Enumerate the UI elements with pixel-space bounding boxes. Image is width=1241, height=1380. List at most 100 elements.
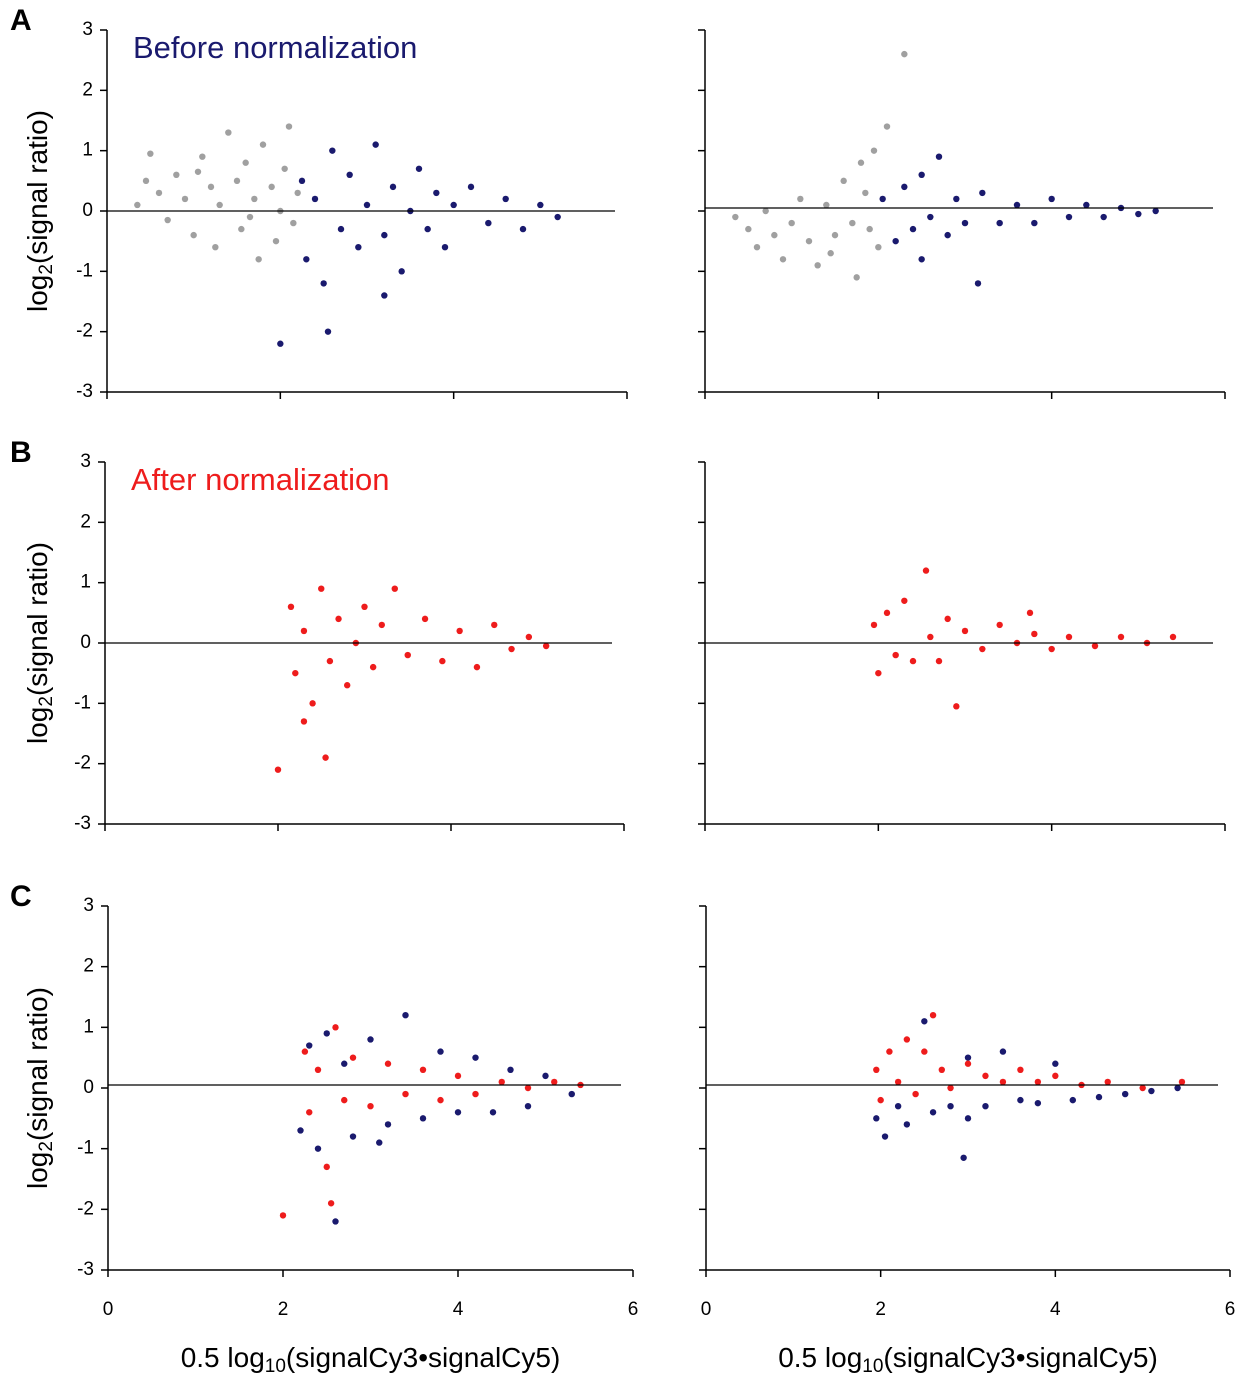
data-point bbox=[332, 1218, 339, 1225]
y-tick-label: -2 bbox=[74, 753, 91, 774]
data-point bbox=[866, 225, 873, 233]
data-point bbox=[542, 642, 550, 650]
data-point bbox=[322, 754, 329, 761]
data-point bbox=[953, 195, 960, 203]
data-point bbox=[419, 1066, 427, 1074]
data-point bbox=[389, 183, 397, 191]
y-tick-label: -1 bbox=[74, 692, 91, 713]
data-point bbox=[372, 141, 379, 148]
data-point bbox=[311, 195, 319, 203]
data-point bbox=[225, 129, 232, 136]
data-point bbox=[268, 183, 275, 191]
data-point bbox=[181, 195, 189, 203]
data-point bbox=[391, 585, 398, 592]
data-point bbox=[1083, 201, 1090, 209]
y-axis-label: log2(signal ratio) bbox=[22, 987, 57, 1189]
data-point bbox=[947, 1084, 954, 1092]
data-point bbox=[402, 1090, 409, 1098]
data-point bbox=[323, 1163, 330, 1171]
data-point bbox=[857, 159, 865, 166]
data-point bbox=[870, 621, 878, 629]
data-point bbox=[1065, 213, 1073, 221]
data-point bbox=[367, 1103, 374, 1110]
data-point bbox=[901, 50, 908, 58]
data-point bbox=[922, 567, 930, 574]
data-point bbox=[437, 1096, 444, 1104]
data-point bbox=[1052, 1060, 1059, 1067]
data-point bbox=[326, 657, 334, 665]
y-axis-label-part: 2 bbox=[36, 264, 57, 275]
data-point bbox=[979, 189, 986, 197]
x-tick-label: 4 bbox=[453, 1299, 464, 1320]
x-tick-label: 0 bbox=[701, 1299, 712, 1320]
data-point bbox=[246, 213, 254, 221]
data-point bbox=[1065, 633, 1073, 641]
data-point bbox=[877, 1096, 884, 1104]
data-point bbox=[1169, 633, 1177, 641]
y-axis-label-part: 2 bbox=[36, 1141, 57, 1152]
x-tick-label: 6 bbox=[628, 1299, 639, 1320]
data-point bbox=[542, 1072, 549, 1080]
data-point bbox=[349, 1133, 357, 1140]
data-point bbox=[1017, 1066, 1024, 1074]
data-point bbox=[870, 147, 878, 154]
data-point bbox=[935, 657, 943, 665]
data-point bbox=[329, 147, 336, 154]
panel bbox=[870, 567, 1177, 710]
data-point bbox=[944, 615, 951, 623]
data-point bbox=[272, 237, 280, 245]
data-point bbox=[297, 1127, 304, 1134]
data-point bbox=[381, 231, 388, 239]
x-axis-label-part: 10 bbox=[265, 1356, 286, 1377]
data-point bbox=[306, 1042, 313, 1049]
data-point bbox=[454, 1109, 462, 1116]
x-tick-label: 2 bbox=[278, 1299, 289, 1320]
data-point bbox=[303, 256, 310, 263]
data-point bbox=[341, 1060, 348, 1067]
data-point bbox=[398, 268, 405, 275]
y-tick-label: 3 bbox=[80, 451, 91, 472]
data-point bbox=[355, 244, 362, 251]
data-point bbox=[1034, 1078, 1042, 1086]
data-point bbox=[953, 703, 960, 710]
y-axis-label-part: (signal ratio) bbox=[22, 110, 53, 264]
data-point bbox=[831, 231, 839, 239]
y-tick-label: 3 bbox=[83, 895, 94, 916]
data-point bbox=[155, 189, 163, 197]
y-axis-label: log2(signal ratio) bbox=[22, 542, 57, 744]
data-point bbox=[363, 201, 371, 209]
data-point bbox=[332, 1024, 339, 1031]
data-point bbox=[242, 159, 249, 166]
data-point bbox=[279, 1212, 287, 1219]
data-point bbox=[771, 231, 778, 239]
x-axis-label-part: (signalCy3•signalCy5) bbox=[286, 1342, 560, 1373]
data-point bbox=[491, 621, 498, 629]
data-point bbox=[361, 603, 368, 610]
data-point bbox=[894, 1103, 902, 1110]
data-point bbox=[485, 219, 492, 227]
y-axis-label-part: (signal ratio) bbox=[22, 542, 53, 696]
data-point bbox=[935, 153, 943, 160]
data-point bbox=[892, 237, 899, 245]
data-point bbox=[1052, 1072, 1059, 1080]
data-point bbox=[875, 669, 882, 677]
data-point bbox=[996, 621, 1003, 629]
data-point bbox=[979, 645, 986, 653]
data-point bbox=[892, 651, 899, 659]
data-point bbox=[472, 1090, 479, 1098]
y-tick-label: 2 bbox=[83, 956, 94, 977]
x-tick-label: 0 bbox=[103, 1299, 114, 1320]
x-axis-label: 0.5 log10(signalCy3•signalCy5) bbox=[181, 1342, 561, 1377]
data-point bbox=[508, 645, 515, 653]
panel-letter: A bbox=[10, 4, 32, 37]
data-point bbox=[472, 1054, 479, 1061]
data-point bbox=[456, 627, 463, 635]
data-point bbox=[944, 231, 951, 239]
data-point bbox=[309, 700, 316, 707]
data-point bbox=[918, 171, 925, 178]
data-point bbox=[1031, 630, 1038, 638]
data-point bbox=[554, 213, 561, 221]
data-point bbox=[974, 280, 982, 287]
x-axis-label-part: 10 bbox=[862, 1356, 883, 1377]
data-point bbox=[1117, 633, 1125, 641]
